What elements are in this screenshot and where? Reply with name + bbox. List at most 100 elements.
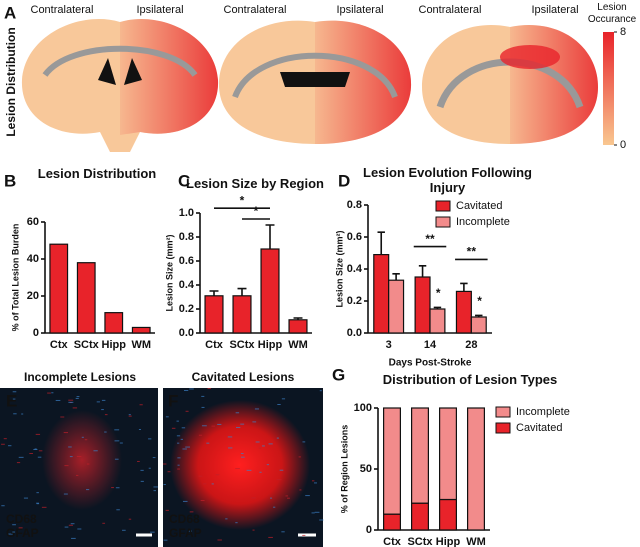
bar bbox=[455, 290, 472, 334]
x-tick-label: 28 bbox=[465, 339, 477, 351]
x-tick-label: Hipp bbox=[258, 339, 283, 351]
stain-label: CD68 bbox=[6, 512, 37, 526]
speckle bbox=[60, 416, 65, 418]
y-tick-label: 0.6 bbox=[179, 255, 194, 267]
bar bbox=[429, 308, 446, 334]
colorbar-tick-label: 0 bbox=[620, 139, 626, 151]
speckle bbox=[12, 531, 16, 533]
speckle bbox=[119, 442, 123, 444]
speckle bbox=[258, 447, 262, 449]
speckle bbox=[71, 537, 76, 539]
speckle bbox=[182, 448, 187, 450]
legend-label: Incomplete bbox=[516, 406, 570, 418]
header: Ipsilateral bbox=[336, 4, 383, 16]
speckle bbox=[201, 395, 205, 397]
speckle bbox=[177, 457, 181, 459]
speckle bbox=[268, 443, 273, 445]
speckle bbox=[302, 441, 306, 443]
error-bar bbox=[475, 314, 483, 317]
speckle bbox=[277, 404, 281, 406]
bar bbox=[104, 312, 124, 334]
speckle bbox=[114, 458, 119, 460]
y-axis-label: Lesion Size (mm²) bbox=[334, 230, 344, 307]
speckle bbox=[8, 445, 12, 447]
error-bar bbox=[460, 282, 468, 292]
speckle bbox=[215, 474, 220, 476]
annotation: * bbox=[436, 286, 441, 300]
speckle bbox=[217, 539, 222, 541]
speckle bbox=[63, 432, 69, 434]
speckle bbox=[270, 497, 273, 499]
panel-letter: B bbox=[4, 171, 16, 190]
speckle bbox=[33, 449, 38, 451]
bar bbox=[260, 248, 280, 334]
speckle bbox=[201, 406, 205, 408]
speckle bbox=[185, 410, 189, 412]
speckle bbox=[128, 414, 131, 416]
speckle bbox=[177, 468, 180, 470]
speckle bbox=[235, 522, 238, 524]
speckle bbox=[153, 486, 158, 488]
error-bar bbox=[433, 306, 442, 309]
speckle bbox=[38, 450, 43, 452]
speckle bbox=[114, 429, 120, 431]
speckle bbox=[176, 420, 179, 422]
stain-label: CD68 bbox=[169, 512, 200, 526]
speckle bbox=[64, 526, 69, 528]
speckle bbox=[163, 539, 168, 541]
y-tick-label: 0.2 bbox=[179, 303, 194, 315]
y-axis-label: % of Region Lesions bbox=[339, 425, 349, 514]
x-tick-label: SCtx bbox=[407, 536, 433, 547]
bar bbox=[383, 407, 402, 515]
y-tick-label: 0.4 bbox=[347, 263, 363, 275]
speckle bbox=[165, 416, 169, 418]
speckle bbox=[55, 399, 61, 401]
x-tick-label: WM bbox=[131, 339, 151, 351]
speckle bbox=[287, 497, 290, 499]
micrographs bbox=[0, 388, 323, 547]
speckle bbox=[268, 536, 273, 538]
speckle bbox=[12, 391, 17, 393]
speckle bbox=[266, 464, 270, 466]
speckle bbox=[76, 474, 79, 476]
speckle bbox=[101, 409, 104, 411]
chart-title: Lesion Size by Region bbox=[186, 176, 324, 191]
bar bbox=[76, 262, 96, 334]
speckle bbox=[314, 511, 320, 513]
bar bbox=[288, 319, 308, 334]
speckle bbox=[138, 428, 141, 430]
y-tick-label: 0.0 bbox=[347, 327, 362, 339]
chart-title: Lesion Distribution bbox=[37, 166, 157, 181]
speckle bbox=[276, 479, 282, 481]
speckle bbox=[68, 401, 74, 403]
y-tick-label: 60 bbox=[27, 216, 39, 228]
colorbar bbox=[603, 32, 614, 145]
speckle bbox=[122, 529, 126, 531]
speckle bbox=[240, 423, 245, 425]
bar bbox=[131, 326, 151, 334]
speckle bbox=[176, 435, 181, 437]
speckle bbox=[163, 463, 167, 465]
bar bbox=[439, 407, 458, 501]
speckle bbox=[76, 456, 82, 458]
speckle bbox=[139, 404, 143, 406]
y-tick-label: 40 bbox=[27, 253, 39, 265]
speckle bbox=[180, 438, 183, 440]
speckle bbox=[188, 530, 192, 532]
brain bbox=[422, 25, 598, 145]
speckle bbox=[36, 502, 40, 504]
bar bbox=[388, 279, 405, 334]
y-tick-label: 1.0 bbox=[179, 207, 194, 219]
y-tick-label: 0.6 bbox=[347, 231, 362, 243]
bar bbox=[49, 243, 69, 334]
speckle bbox=[148, 438, 152, 440]
speckle bbox=[37, 456, 42, 458]
chart-title: Distribution of Lesion Types bbox=[382, 372, 558, 387]
brain-sections bbox=[21, 19, 614, 152]
speckle bbox=[84, 439, 88, 441]
speckle bbox=[206, 442, 210, 444]
annotation: ** bbox=[425, 232, 435, 246]
bar bbox=[414, 276, 431, 334]
speckle bbox=[93, 450, 98, 452]
y-tick-label: 0.4 bbox=[179, 279, 195, 291]
